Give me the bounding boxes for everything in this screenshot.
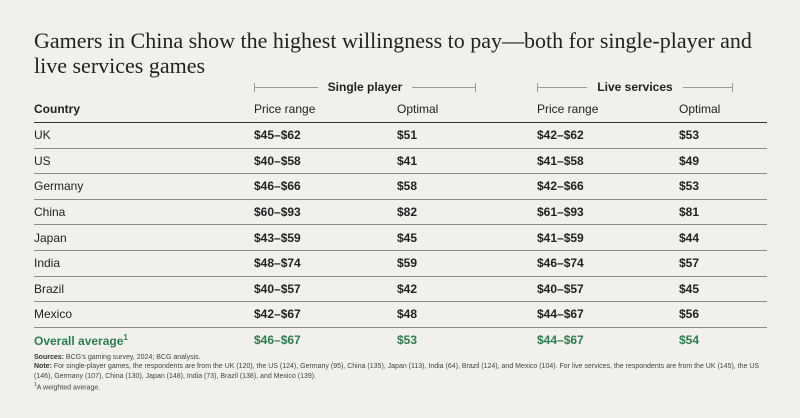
lv-price-range-cell: $40–$57 [537, 276, 679, 303]
footnote-marker: 1 [34, 381, 37, 388]
sp-optimal-cell: $51 [397, 122, 537, 149]
lv-optimal-cell: $49 [679, 148, 767, 175]
country-cell: Mexico [34, 301, 254, 328]
country-cell: US [34, 148, 254, 175]
sp-optimal-cell: $48 [397, 301, 537, 328]
sources-label: Sources: [34, 354, 64, 361]
country-cell: Japan [34, 224, 254, 251]
sources-text: BCG's gaming survey, 2024; BCG analysis. [65, 354, 201, 361]
footnote-text: A weighted average. [36, 384, 101, 392]
note-label: Note: [34, 363, 52, 371]
note-text: For single-player games, the respondents… [34, 363, 760, 380]
lv-optimal-cell: $56 [679, 301, 767, 328]
bracket-line-right [682, 86, 732, 88]
lv-optimal-cell: $44 [679, 224, 767, 251]
table-row: India $48–$74 $59 $46–$74 $57 [34, 250, 767, 277]
lv-price-range-cell: $44–$67 [537, 301, 679, 328]
bracket-tick-right [732, 82, 733, 92]
column-header-lv-price-range: Price range [537, 96, 679, 123]
column-header-lv-optimal: Optimal [679, 96, 767, 123]
overall-lv-optimal: $54 [679, 333, 700, 348]
sp-price-range-cell: $60–$93 [254, 199, 397, 226]
lv-price-range-cell: $42–$62 [537, 122, 679, 149]
lv-price-range-cell: $42–$66 [537, 173, 679, 200]
table-row: US $40–$58 $41 $41–$58 $49 [34, 148, 767, 175]
bracket-tick-left [254, 82, 255, 92]
price-table: Country Price range Optimal Price range … [34, 96, 767, 352]
sp-price-range-cell: $40–$57 [254, 276, 397, 303]
column-header-country: Country [34, 96, 254, 123]
chart-title: Gamers in China show the highest willing… [34, 28, 752, 78]
table-header-row: Country Price range Optimal Price range … [34, 96, 767, 123]
lv-price-range-cell: $41–$59 [537, 224, 679, 251]
overall-label-cell: Overall average1 [34, 327, 254, 352]
lv-optimal-cell: $53 [679, 173, 767, 200]
table-row-overall-average: Overall average1 $46–$67 $53 $44–$67 $54 [34, 327, 767, 352]
lv-optimal-cell: $81 [679, 199, 767, 226]
footnote-line: 1A weighted average. [34, 381, 774, 393]
group-label-live-services: Live services [597, 80, 673, 94]
group-label-single-player: Single player [327, 80, 403, 94]
sp-optimal-cell: $82 [397, 199, 537, 226]
lv-price-range-cell: $46–$74 [537, 250, 679, 277]
lv-optimal-cell: $57 [679, 250, 767, 277]
table-row: China $60–$93 $82 $61–$93 $81 [34, 199, 767, 226]
lv-price-range-cell: $61–$93 [537, 199, 679, 226]
table-row: Brazil $40–$57 $42 $40–$57 $45 [34, 276, 767, 303]
sp-price-range-cell: $46–$66 [254, 173, 397, 200]
sp-price-range-cell: $48–$74 [254, 250, 397, 277]
country-cell: Brazil [34, 276, 254, 303]
country-cell: China [34, 199, 254, 226]
note-line: Note: For single-player games, the respo… [34, 362, 774, 381]
table-row: Germany $46–$66 $58 $42–$66 $53 [34, 173, 767, 200]
bracket-tick-left [537, 82, 538, 92]
bracket-line-right [412, 86, 476, 88]
footnote-marker: 1 [123, 332, 128, 342]
table-row: Mexico $42–$67 $48 $44–$67 $56 [34, 301, 767, 328]
overall-lv-range: $44–$67 [537, 333, 584, 348]
table-body: UK $45–$62 $51 $42–$62 $53 US $40–$58 $41 $41–$5… [34, 122, 767, 353]
sp-optimal-cell: $41 [397, 148, 537, 175]
column-header-sp-price-range: Price range [254, 96, 397, 123]
lv-optimal-cell: $45 [679, 276, 767, 303]
sp-optimal-cell: $45 [397, 224, 537, 251]
footnotes: Sources: BCG's gaming survey, 2024; BCG … [34, 353, 774, 393]
country-cell: UK [34, 122, 254, 149]
country-cell: India [34, 250, 254, 277]
sp-price-range-cell: $43–$59 [254, 224, 397, 251]
bracket-line-left [538, 86, 588, 88]
country-cell: Germany [34, 173, 254, 200]
table-row: UK $45–$62 $51 $42–$62 $53 [34, 122, 767, 149]
sp-optimal-cell: $58 [397, 173, 537, 200]
lv-optimal-cell: $53 [679, 122, 767, 149]
bracket-tick-right [475, 82, 477, 92]
overall-sp-optimal: $53 [397, 333, 418, 348]
sp-price-range-cell: $45–$62 [254, 122, 397, 149]
overall-label: Overall average [34, 333, 124, 348]
group-header-single-player: Single player [254, 80, 477, 94]
group-header-live-services: Live services [537, 80, 733, 94]
sp-optimal-cell: $42 [397, 276, 537, 303]
bracket-line-left [255, 86, 318, 88]
sp-price-range-cell: $40–$58 [254, 148, 397, 175]
lv-price-range-cell: $41–$58 [537, 148, 679, 175]
overall-sp-range: $46–$67 [254, 333, 301, 348]
sp-price-range-cell: $42–$67 [254, 301, 397, 328]
table-row: Japan $43–$59 $45 $41–$59 $44 [34, 224, 767, 251]
column-header-sp-optimal: Optimal [397, 96, 537, 123]
sources-line: Sources: BCG's gaming survey, 2024; BCG … [34, 353, 774, 362]
sp-optimal-cell: $59 [397, 250, 537, 277]
